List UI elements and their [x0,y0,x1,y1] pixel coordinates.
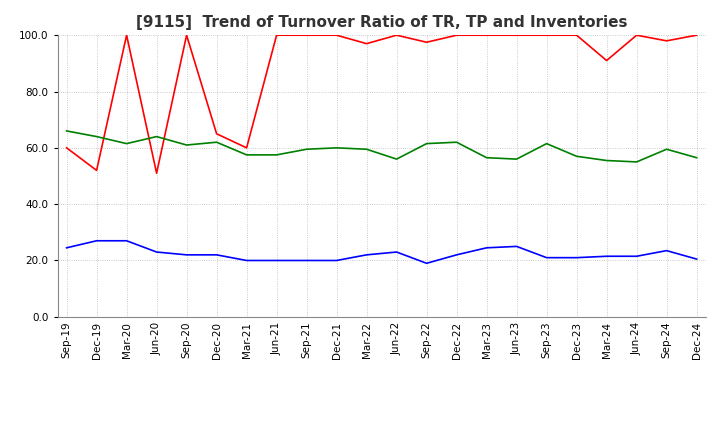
Trade Receivables [662,38,671,44]
Inventories [632,159,641,165]
Inventories [662,147,671,152]
Line: Inventories: Inventories [66,131,697,162]
Trade Payables [602,253,611,259]
Trade Payables [362,252,371,257]
Trade Receivables [422,40,431,45]
Trade Receivables [632,33,641,38]
Trade Payables [513,244,521,249]
Trade Receivables [212,131,221,136]
Trade Receivables [92,168,101,173]
Inventories [153,134,161,139]
Inventories [392,157,401,162]
Trade Payables [452,252,461,257]
Inventories [362,147,371,152]
Trade Receivables [452,33,461,38]
Trade Payables [542,255,551,260]
Inventories [513,157,521,162]
Trade Receivables [153,171,161,176]
Trade Receivables [602,58,611,63]
Inventories [422,141,431,146]
Trade Receivables [182,33,191,38]
Title: [9115]  Trend of Turnover Ratio of TR, TP and Inventories: [9115] Trend of Turnover Ratio of TR, TP… [136,15,627,30]
Inventories [272,152,281,158]
Trade Payables [302,258,311,263]
Inventories [333,145,341,150]
Line: Trade Receivables: Trade Receivables [66,35,697,173]
Trade Payables [662,248,671,253]
Trade Payables [422,260,431,266]
Trade Payables [482,245,491,250]
Inventories [122,141,131,146]
Inventories [212,139,221,145]
Trade Payables [632,253,641,259]
Inventories [242,152,251,158]
Trade Payables [242,258,251,263]
Inventories [452,139,461,145]
Trade Receivables [542,33,551,38]
Inventories [92,134,101,139]
Trade Receivables [302,33,311,38]
Trade Payables [212,252,221,257]
Trade Payables [92,238,101,243]
Inventories [602,158,611,163]
Trade Payables [333,258,341,263]
Inventories [542,141,551,146]
Inventories [693,155,701,160]
Inventories [482,155,491,160]
Trade Payables [392,249,401,255]
Trade Receivables [272,33,281,38]
Trade Receivables [572,33,581,38]
Trade Receivables [513,33,521,38]
Trade Receivables [242,145,251,150]
Trade Payables [572,255,581,260]
Trade Payables [62,245,71,250]
Trade Payables [272,258,281,263]
Trade Payables [182,252,191,257]
Inventories [62,128,71,134]
Trade Receivables [693,33,701,38]
Trade Payables [153,249,161,255]
Trade Receivables [333,33,341,38]
Inventories [182,143,191,148]
Inventories [302,147,311,152]
Trade Payables [693,257,701,262]
Trade Receivables [122,33,131,38]
Line: Trade Payables: Trade Payables [66,241,697,263]
Inventories [572,154,581,159]
Trade Receivables [392,33,401,38]
Trade Receivables [362,41,371,46]
Trade Payables [122,238,131,243]
Trade Receivables [482,33,491,38]
Trade Receivables [62,145,71,150]
